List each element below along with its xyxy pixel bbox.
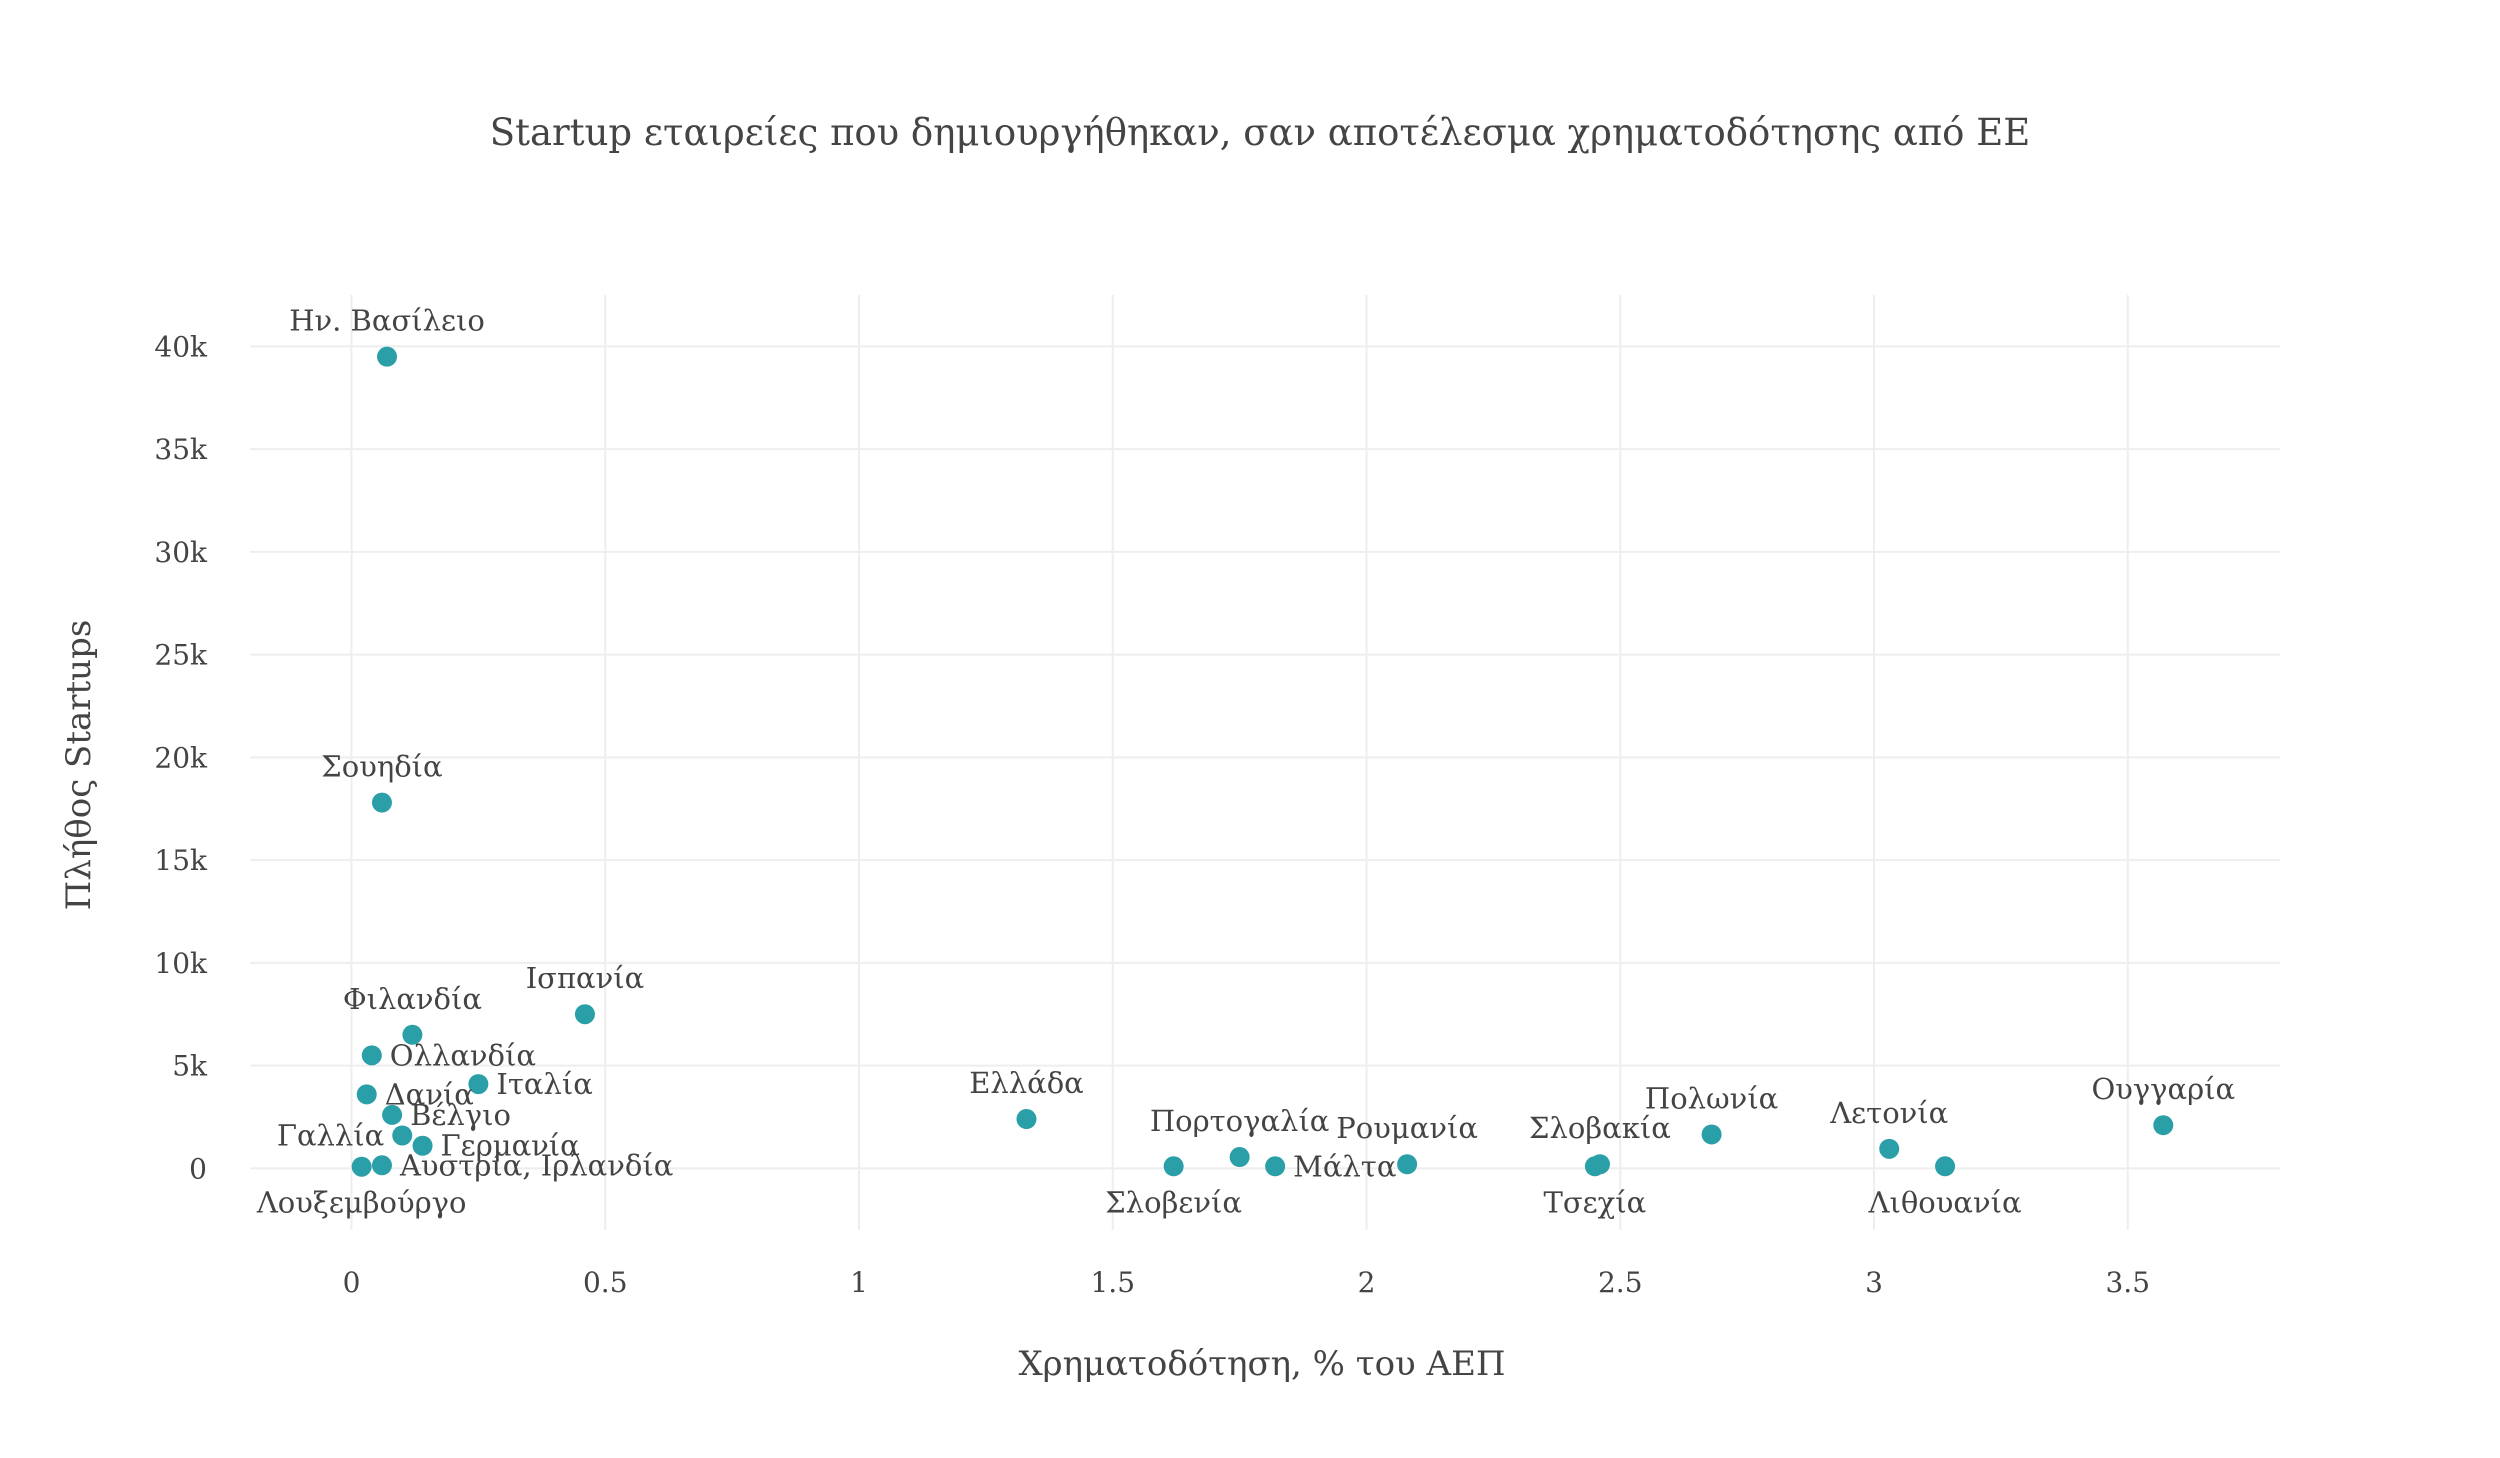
data-point[interactable] [1702,1124,1722,1144]
data-point[interactable] [1265,1156,1285,1176]
data-point[interactable] [2153,1115,2173,1135]
point-label: Αυστρία, Ιρλανδία [399,1148,673,1182]
data-point[interactable] [1935,1156,1955,1176]
point-label: Τσεχία [1544,1185,1647,1219]
data-point[interactable] [362,1045,382,1065]
x-tick-label: 1 [850,1266,868,1299]
y-tick-label: 40k [154,330,208,363]
point-label: Λιθουανία [1868,1185,2022,1219]
y-axis-ticks: 0 5k 10k 15k 20k 25k 30k 35k 40k [154,330,208,1185]
point-label: Λουξεμβούργο [256,1186,467,1220]
y-tick-label: 20k [154,741,208,774]
point-label: Ρουμανία [1336,1111,1478,1145]
point-label: Σλοβακία [1529,1111,1671,1145]
y-axis-title: Πλήθος Startups [59,620,99,911]
y-tick-label: 10k [154,947,208,980]
data-point[interactable] [1230,1147,1250,1167]
point-label: Μάλτα [1293,1149,1396,1183]
y-tick-label: 25k [154,639,208,672]
point-label: Γαλλία [277,1118,384,1152]
data-point[interactable] [1397,1154,1417,1174]
chart-title: Startup εταιρείες που δημιουργήθηκαν, σα… [490,111,2031,154]
y-tick-label: 35k [154,433,208,466]
point-label: Ισπανία [526,961,644,995]
point-label: Λετονία [1829,1096,1948,1130]
data-point[interactable] [575,1004,595,1024]
data-point[interactable] [352,1157,372,1177]
x-axis-title: Χρηματοδότηση, % του ΑΕΠ [1018,1344,1505,1384]
y-tick-label: 30k [154,536,208,569]
point-label: Ουγγαρία [2091,1072,2235,1106]
x-axis-ticks: 0 0.5 1 1.5 2 2.5 3 3.5 [343,1266,2150,1299]
point-labels: Ην. ΒασίλειοΣουηδίαΙσπανίαΦιλανδίαΟλλανδ… [256,304,2235,1220]
x-tick-label: 1.5 [1090,1266,1135,1299]
data-points [352,347,2174,1177]
data-point[interactable] [1164,1156,1184,1176]
x-tick-label: 3 [1865,1266,1883,1299]
data-point[interactable] [357,1084,377,1104]
data-point[interactable] [372,1155,392,1175]
x-tick-label: 3.5 [2105,1266,2150,1299]
data-point[interactable] [1585,1156,1605,1176]
y-tick-label: 5k [172,1050,208,1083]
point-label: Πορτογαλία [1150,1104,1330,1138]
y-tick-label: 0 [189,1152,207,1185]
point-label: Ην. Βασίλειο [289,304,485,338]
point-label: Ιταλία [496,1067,592,1101]
x-tick-label: 0.5 [583,1266,628,1299]
point-label: Πολωνία [1645,1081,1778,1115]
point-label: Φιλανδία [343,982,482,1016]
x-tick-label: 2.5 [1598,1266,1643,1299]
data-point[interactable] [1879,1139,1899,1159]
point-label: Ελλάδα [969,1066,1084,1100]
y-tick-label: 15k [154,844,208,877]
point-label: Βέλγιο [410,1098,511,1132]
data-point[interactable] [377,347,397,367]
data-point[interactable] [372,793,392,813]
point-label: Σουηδία [321,750,442,784]
x-tick-label: 2 [1358,1266,1376,1299]
x-tick-label: 0 [343,1266,361,1299]
data-point[interactable] [1016,1109,1036,1129]
point-label: Σλοβενία [1105,1185,1242,1219]
